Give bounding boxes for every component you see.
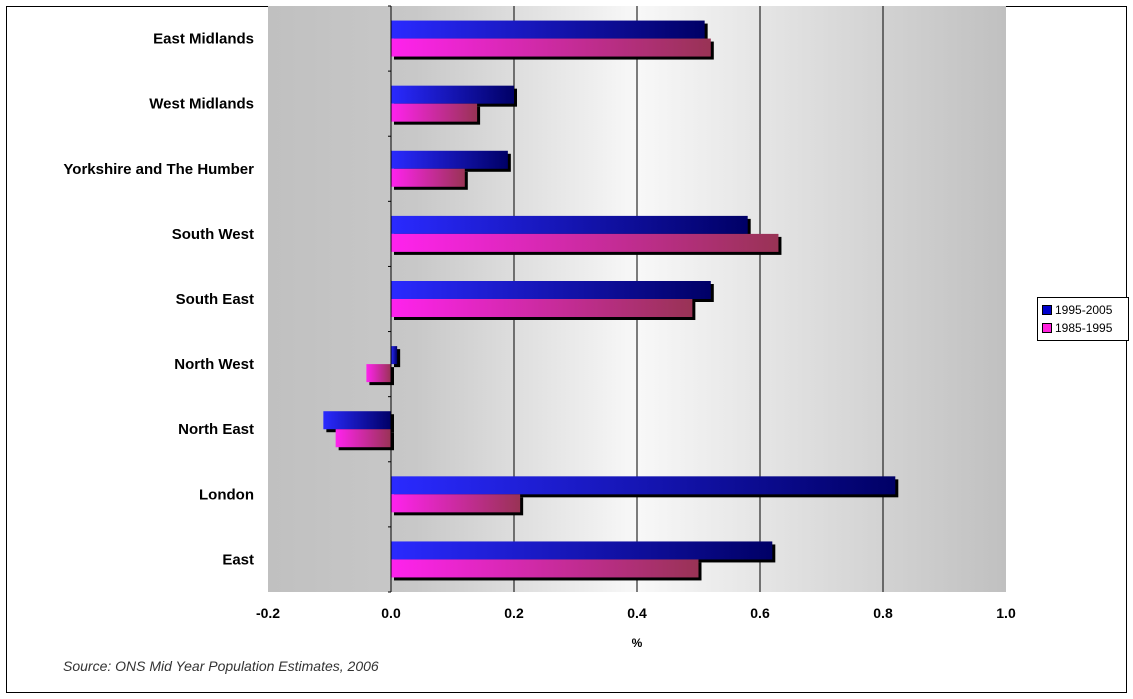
category-labels: East Midlands West Midlands Yorkshire and …	[63, 31, 254, 569]
bar-1985-1995-south-east	[391, 299, 693, 317]
legend: 1995-2005 1985-1995	[1037, 297, 1129, 341]
category-label: Yorkshire and The Humber	[63, 161, 254, 178]
x-tick-label: 0.0	[381, 605, 401, 621]
legend-swatch-magenta	[1042, 323, 1052, 333]
bar-1995-2005-london	[391, 476, 896, 495]
legend-label: 1995-2005	[1055, 303, 1113, 317]
bar-1995-2005-west-midlands	[391, 85, 514, 104]
category-label: East	[222, 551, 254, 568]
source-note: Source: ONS Mid Year Population Estimate…	[63, 658, 379, 674]
bar-1995-2005-east	[391, 541, 773, 560]
x-tick-label: 1.0	[996, 605, 1016, 621]
axes	[388, 5, 392, 593]
bar-1985-1995-north-east	[335, 429, 391, 448]
x-tick-label: 0.2	[504, 605, 524, 621]
bar-1995-2005-east-midlands	[391, 20, 705, 39]
x-axis-title: %	[632, 636, 643, 650]
bar-1985-1995-yorkshire-and-the-humber	[391, 168, 465, 187]
category-label: North West	[174, 356, 254, 373]
x-tick-label: -0.2	[256, 605, 280, 621]
bar-1995-2005-south-west	[391, 215, 748, 234]
bar-1985-1995-west-midlands	[391, 103, 478, 122]
category-label: South West	[172, 226, 254, 243]
category-label: London	[199, 486, 254, 503]
bar-1995-2005-north-east	[323, 411, 391, 430]
legend-swatch-blue	[1042, 305, 1052, 315]
x-tick-label: 0.6	[750, 605, 770, 621]
x-tick-label: 0.4	[627, 605, 647, 621]
x-tick-label: 0.8	[873, 605, 893, 621]
legend-item-1985-1995: 1985-1995	[1042, 319, 1128, 337]
bars	[323, 20, 899, 581]
bar-1995-2005-south-east	[391, 281, 711, 299]
bar-1985-1995-north-west	[366, 364, 391, 383]
bar-1985-1995-east	[391, 559, 699, 578]
x-tick-labels: -0.2 0.0 0.2 0.4 0.6 0.8 1.0	[256, 605, 1016, 621]
category-label: West Midlands	[149, 96, 254, 113]
category-label: East Midlands	[153, 31, 254, 48]
bar-1995-2005-yorkshire-and-the-humber	[391, 150, 508, 169]
bar-1985-1995-london	[391, 494, 521, 513]
legend-item-1995-2005: 1995-2005	[1042, 301, 1128, 319]
category-label: North East	[178, 421, 254, 438]
bar-1985-1995-east-midlands	[391, 38, 711, 57]
bar-1995-2005-north-west	[391, 346, 398, 365]
bar-1985-1995-south-west	[391, 233, 779, 252]
category-label: South East	[176, 291, 254, 308]
legend-label: 1985-1995	[1055, 321, 1113, 335]
